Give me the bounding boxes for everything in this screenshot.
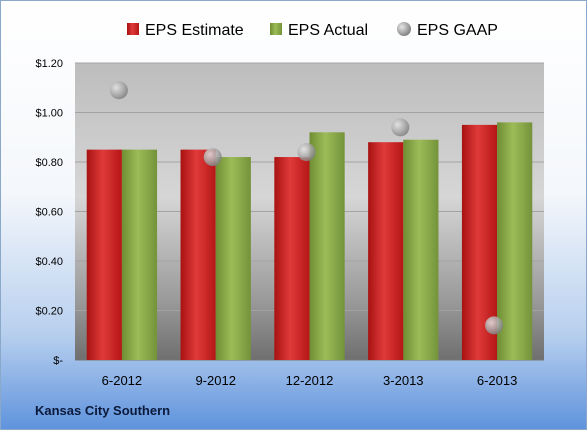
legend-item-eps-actual: EPS Actual xyxy=(270,22,368,39)
legend-label-eps-estimate: EPS Estimate xyxy=(145,22,244,39)
x-tick-label: 6-2012 xyxy=(102,373,142,388)
legend-label-eps-gaap: EPS GAAP xyxy=(417,22,498,39)
y-tick-label: $- xyxy=(53,355,63,367)
x-tick-label: 12-2012 xyxy=(286,373,334,388)
point-eps-gaap-3-2013 xyxy=(391,118,410,137)
legend: EPS Estimate EPS Actual EPS GAAP xyxy=(127,22,498,39)
legend-swatch-eps-estimate xyxy=(127,23,139,35)
legend-marker-eps-gaap xyxy=(397,22,411,36)
point-eps-gaap-6-2013 xyxy=(485,316,504,335)
bar-eps-estimate-12-2012 xyxy=(274,157,310,360)
x-axis-ticks: 6-2012 9-2012 12-2012 3-2013 6-2013 xyxy=(102,373,518,388)
x-tick-label: 3-2013 xyxy=(383,373,423,388)
y-tick-label: $0.40 xyxy=(35,256,63,268)
point-eps-gaap-12-2012 xyxy=(297,143,316,162)
legend-label-eps-actual: EPS Actual xyxy=(288,22,368,39)
y-tick-label: $0.80 xyxy=(35,157,63,169)
y-tick-label: $0.20 xyxy=(35,306,63,318)
legend-swatch-eps-actual xyxy=(270,23,282,35)
company-name: Kansas City Southern xyxy=(35,403,170,418)
x-tick-label: 6-2013 xyxy=(477,373,517,388)
bar-eps-actual-3-2013 xyxy=(403,139,439,360)
bar-eps-estimate-3-2013 xyxy=(368,142,404,360)
bar-eps-actual-6-2012 xyxy=(121,149,158,360)
bar-eps-actual-6-2013 xyxy=(497,122,533,361)
y-tick-label: $1.00 xyxy=(35,108,63,120)
y-tick-label: $1.20 xyxy=(35,58,63,70)
bar-eps-actual-12-2012 xyxy=(309,132,345,360)
y-tick-label: $0.60 xyxy=(35,207,63,219)
x-tick-label: 9-2012 xyxy=(195,373,235,388)
legend-item-eps-estimate: EPS Estimate xyxy=(127,22,244,39)
y-axis-ticks: $- $0.20 $0.40 $0.60 $0.80 $1.00 $1.20 xyxy=(35,58,63,367)
bar-eps-estimate-9-2012 xyxy=(180,149,216,360)
bars xyxy=(86,122,533,361)
legend-item-eps-gaap: EPS GAAP xyxy=(397,22,498,39)
point-eps-gaap-9-2012 xyxy=(203,148,222,167)
gaap-points xyxy=(109,81,504,335)
bar-eps-actual-9-2012 xyxy=(215,157,251,360)
point-eps-gaap-6-2012 xyxy=(109,81,128,100)
bar-eps-estimate-6-2012 xyxy=(86,149,122,360)
